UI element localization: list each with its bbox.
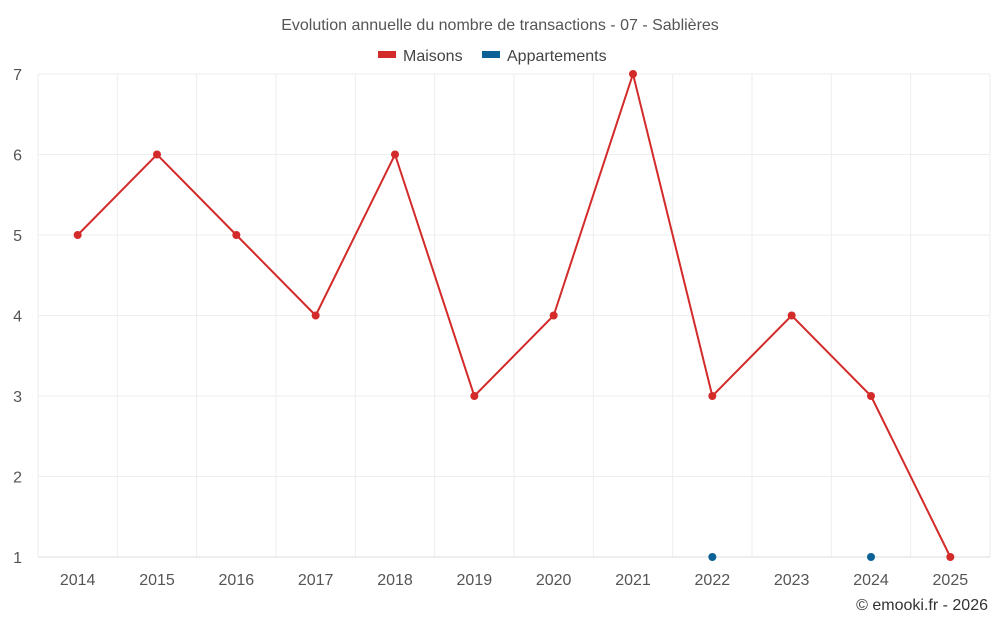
legend-label-maisons: Maisons xyxy=(403,48,463,65)
data-point-maisons-2016[interactable] xyxy=(232,231,241,239)
x-tick-label: 2017 xyxy=(298,572,334,589)
y-tick-label: 5 xyxy=(13,228,22,245)
data-point-maisons-2019[interactable] xyxy=(470,392,479,400)
chart-title: Evolution annuelle du nombre de transact… xyxy=(281,17,719,34)
data-point-maisons-2017[interactable] xyxy=(311,311,320,320)
x-tick-label: 2016 xyxy=(219,572,255,589)
x-tick-label: 2015 xyxy=(139,572,175,589)
credit: © emooki.fr - 2026 xyxy=(856,597,988,614)
y-axis-ticks: 1 2 3 4 5 6 7 xyxy=(13,67,22,567)
series-appartements xyxy=(708,553,875,561)
legend-swatch-appartements xyxy=(482,51,500,58)
series-maisons xyxy=(73,70,955,561)
data-point-maisons-2014[interactable] xyxy=(73,231,82,239)
data-point-maisons-2018[interactable] xyxy=(391,150,399,159)
data-point-maisons-2020[interactable] xyxy=(549,311,558,320)
x-tick-label: 2025 xyxy=(933,572,969,589)
data-point-maisons-2025[interactable] xyxy=(946,553,955,561)
x-tick-label: 2014 xyxy=(60,572,96,589)
legend: Maisons Appartements xyxy=(378,48,607,65)
legend-swatch-maisons xyxy=(378,51,396,58)
data-point-maisons-2023[interactable] xyxy=(787,311,796,320)
y-tick-label: 1 xyxy=(13,550,22,567)
x-tick-label: 2024 xyxy=(853,572,889,589)
legend-item-maisons[interactable]: Maisons xyxy=(378,48,463,65)
x-axis-ticks: 2014 2015 2016 2017 2018 2019 2020 2021 2022 2023… xyxy=(60,572,968,589)
series xyxy=(73,70,955,561)
data-point-maisons-2015[interactable] xyxy=(153,150,161,159)
data-point-maisons-2022[interactable] xyxy=(708,392,717,400)
legend-item-appartements[interactable]: Appartements xyxy=(482,48,607,65)
data-point-maisons-2021[interactable] xyxy=(629,70,637,78)
x-tick-label: 2018 xyxy=(377,572,413,589)
grid xyxy=(37,73,991,558)
data-point-appartements-2022[interactable] xyxy=(708,553,717,561)
x-tick-label: 2020 xyxy=(536,572,572,589)
y-tick-label: 3 xyxy=(13,389,22,406)
x-tick-label: 2019 xyxy=(457,572,493,589)
x-tick-label: 2021 xyxy=(615,572,651,589)
y-tick-label: 7 xyxy=(13,67,22,84)
legend-label-appartements: Appartements xyxy=(507,48,607,65)
data-point-maisons-2024[interactable] xyxy=(867,392,875,400)
series-line-maisons xyxy=(76,70,952,558)
x-tick-label: 2023 xyxy=(774,572,810,589)
y-tick-label: 6 xyxy=(13,148,22,165)
data-point-appartements-2024[interactable] xyxy=(867,553,875,561)
x-tick-label: 2022 xyxy=(695,572,731,589)
y-tick-label: 4 xyxy=(13,309,22,326)
y-tick-label: 2 xyxy=(13,470,22,487)
